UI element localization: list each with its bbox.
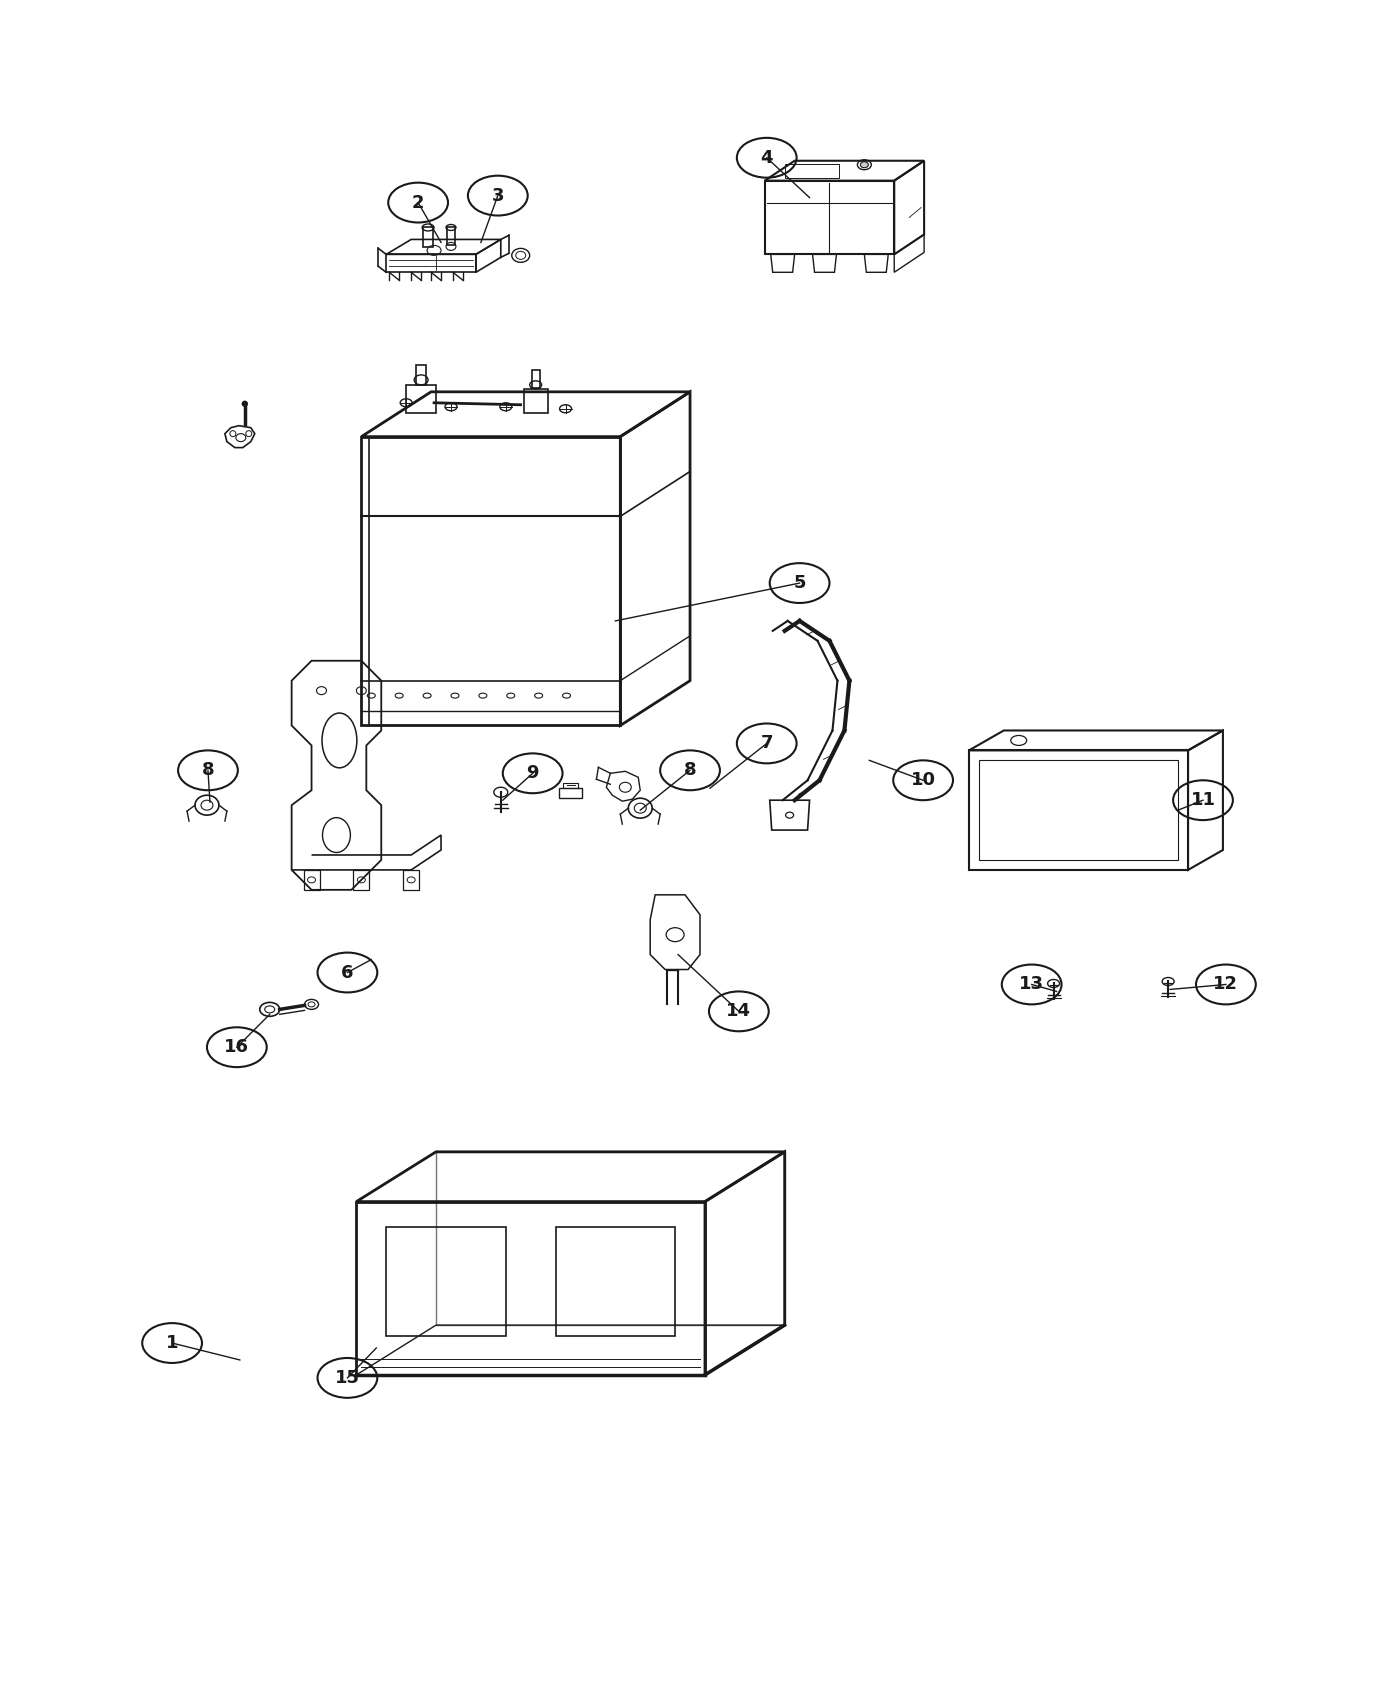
Bar: [386, 1226, 505, 1336]
Text: 11: 11: [1190, 790, 1215, 809]
Text: 16: 16: [224, 1039, 249, 1056]
Bar: [563, 784, 578, 789]
Bar: [353, 870, 370, 889]
Text: 6: 6: [342, 964, 354, 981]
Bar: [304, 870, 319, 889]
Text: 8: 8: [683, 762, 696, 779]
Text: 5: 5: [794, 575, 806, 592]
Text: 7: 7: [760, 734, 773, 753]
Text: 2: 2: [412, 194, 424, 211]
Text: 13: 13: [1019, 976, 1044, 993]
Text: 15: 15: [335, 1368, 360, 1387]
Text: 9: 9: [526, 765, 539, 782]
Bar: [524, 389, 547, 413]
Bar: [559, 789, 582, 799]
Text: 8: 8: [202, 762, 214, 779]
Text: 3: 3: [491, 187, 504, 204]
Bar: [784, 163, 840, 178]
Bar: [406, 384, 435, 413]
Text: 14: 14: [727, 1003, 752, 1020]
Bar: [423, 228, 433, 248]
Bar: [447, 228, 455, 245]
Bar: [416, 366, 426, 384]
Bar: [979, 760, 1177, 860]
Ellipse shape: [242, 401, 248, 406]
Bar: [556, 1226, 675, 1336]
Ellipse shape: [861, 162, 868, 168]
Text: 10: 10: [910, 772, 935, 789]
Text: 12: 12: [1214, 976, 1239, 993]
Bar: [403, 870, 419, 889]
Text: 4: 4: [760, 150, 773, 167]
Text: 1: 1: [165, 1334, 178, 1352]
Bar: [532, 371, 539, 388]
